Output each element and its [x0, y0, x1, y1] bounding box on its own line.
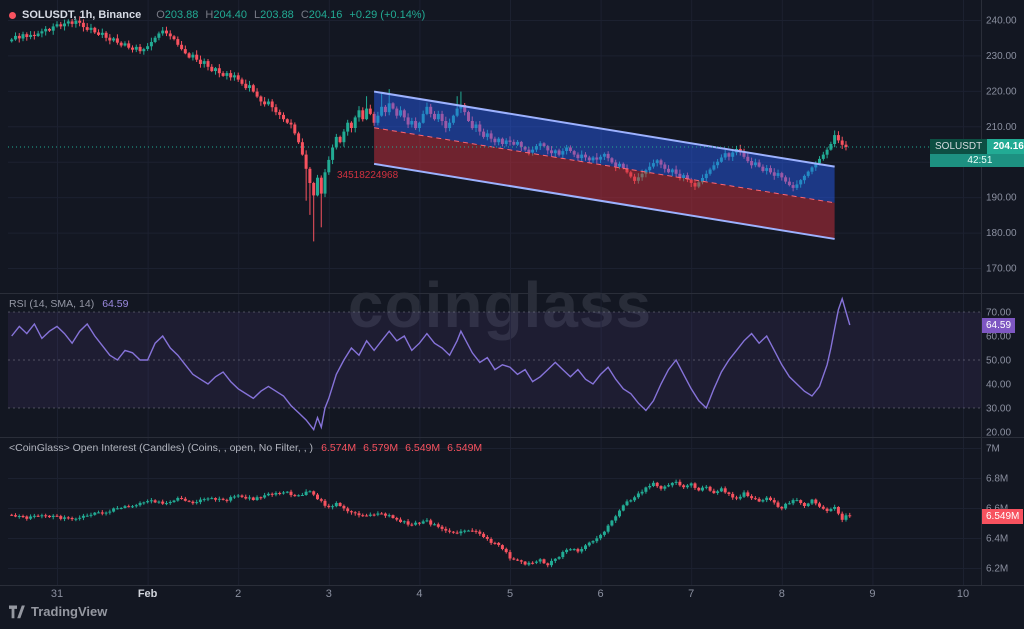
rsi-value: 64.59: [102, 298, 129, 310]
svg-text:6.2M: 6.2M: [986, 564, 1008, 575]
ohlc-change: +0.29 (+0.14%): [349, 9, 426, 21]
price-badge-symbol: SOLUSDT: [930, 138, 988, 154]
svg-text:240.00: 240.00: [986, 16, 1017, 27]
svg-text:170.00: 170.00: [986, 264, 1017, 275]
svg-text:40.00: 40.00: [986, 380, 1011, 391]
open-interest-legend[interactable]: <CoinGlass> Open Interest (Candles) (Coi…: [9, 442, 489, 454]
svg-text:210.00: 210.00: [986, 122, 1017, 133]
svg-text:30.00: 30.00: [986, 404, 1011, 415]
svg-text:10: 10: [957, 588, 969, 600]
svg-text:6.4M: 6.4M: [986, 534, 1008, 545]
svg-text:7: 7: [688, 588, 694, 600]
svg-text:6.8M: 6.8M: [986, 474, 1008, 485]
svg-text:8: 8: [779, 588, 785, 600]
symbol-title[interactable]: SOLUSDT, 1h, Binance: [22, 9, 142, 21]
ohlc-high-value: 204.40: [213, 9, 248, 21]
ohlc-open-value: 203.88: [164, 9, 199, 21]
oi-open-value: 6.574M: [321, 442, 357, 454]
tradingview-logo-icon: [9, 605, 25, 618]
rsi-legend[interactable]: RSI (14, SMA, 14) 64.59: [9, 298, 128, 310]
svg-text:6: 6: [598, 588, 604, 600]
svg-text:Feb: Feb: [138, 588, 158, 600]
svg-text:3: 3: [326, 588, 332, 600]
oi-close-value: 6.549M: [447, 442, 483, 454]
main-chart-legend[interactable]: SOLUSDT, 1h, Binance O 203.88 H 204.40 L…: [9, 9, 425, 21]
svg-text:4: 4: [416, 588, 422, 600]
price-axis-badge[interactable]: SOLUSDT 204.16 42:51: [930, 138, 1024, 167]
svg-text:220.00: 220.00: [986, 86, 1017, 97]
oi-low-value: 6.549M: [405, 442, 441, 454]
svg-text:9: 9: [869, 588, 875, 600]
svg-text:60.00: 60.00: [986, 332, 1011, 343]
price-badge-row: SOLUSDT 204.16: [930, 138, 1024, 154]
user-id-watermark: 34518224968: [337, 170, 399, 181]
tradingview-attribution[interactable]: TradingView: [9, 604, 107, 619]
svg-text:20.00: 20.00: [986, 428, 1011, 439]
oi-axis-badge[interactable]: 6.549M: [982, 508, 1024, 524]
ohlc-close-value: 204.16: [308, 9, 343, 21]
svg-text:31: 31: [51, 588, 63, 600]
status-dot-icon: [9, 11, 16, 19]
svg-text:7M: 7M: [986, 444, 1000, 455]
svg-text:2: 2: [235, 588, 241, 600]
ohlc-low-value: 203.88: [260, 9, 294, 21]
ohlc-low-label: L: [254, 9, 261, 21]
svg-text:5: 5: [507, 588, 513, 600]
tradingview-brand-text: TradingView: [31, 604, 108, 619]
ohlc-close-label: C: [300, 9, 309, 21]
candle-countdown: 42:51: [930, 153, 1024, 167]
rsi-axis-badge[interactable]: 64.59: [982, 317, 1016, 333]
svg-text:230.00: 230.00: [986, 51, 1017, 62]
open-interest-title[interactable]: <CoinGlass> Open Interest (Candles) (Coi…: [9, 442, 314, 454]
svg-text:70.00: 70.00: [986, 308, 1011, 319]
svg-text:190.00: 190.00: [986, 193, 1017, 204]
svg-text:180.00: 180.00: [986, 228, 1017, 239]
ohlc-open-label: O: [156, 9, 165, 21]
price-badge-value: 204.16: [987, 138, 1024, 154]
svg-text:50.00: 50.00: [986, 356, 1011, 367]
oi-high-value: 6.579M: [363, 442, 399, 454]
rsi-title[interactable]: RSI (14, SMA, 14): [9, 298, 95, 310]
ohlc-high-label: H: [205, 9, 214, 21]
